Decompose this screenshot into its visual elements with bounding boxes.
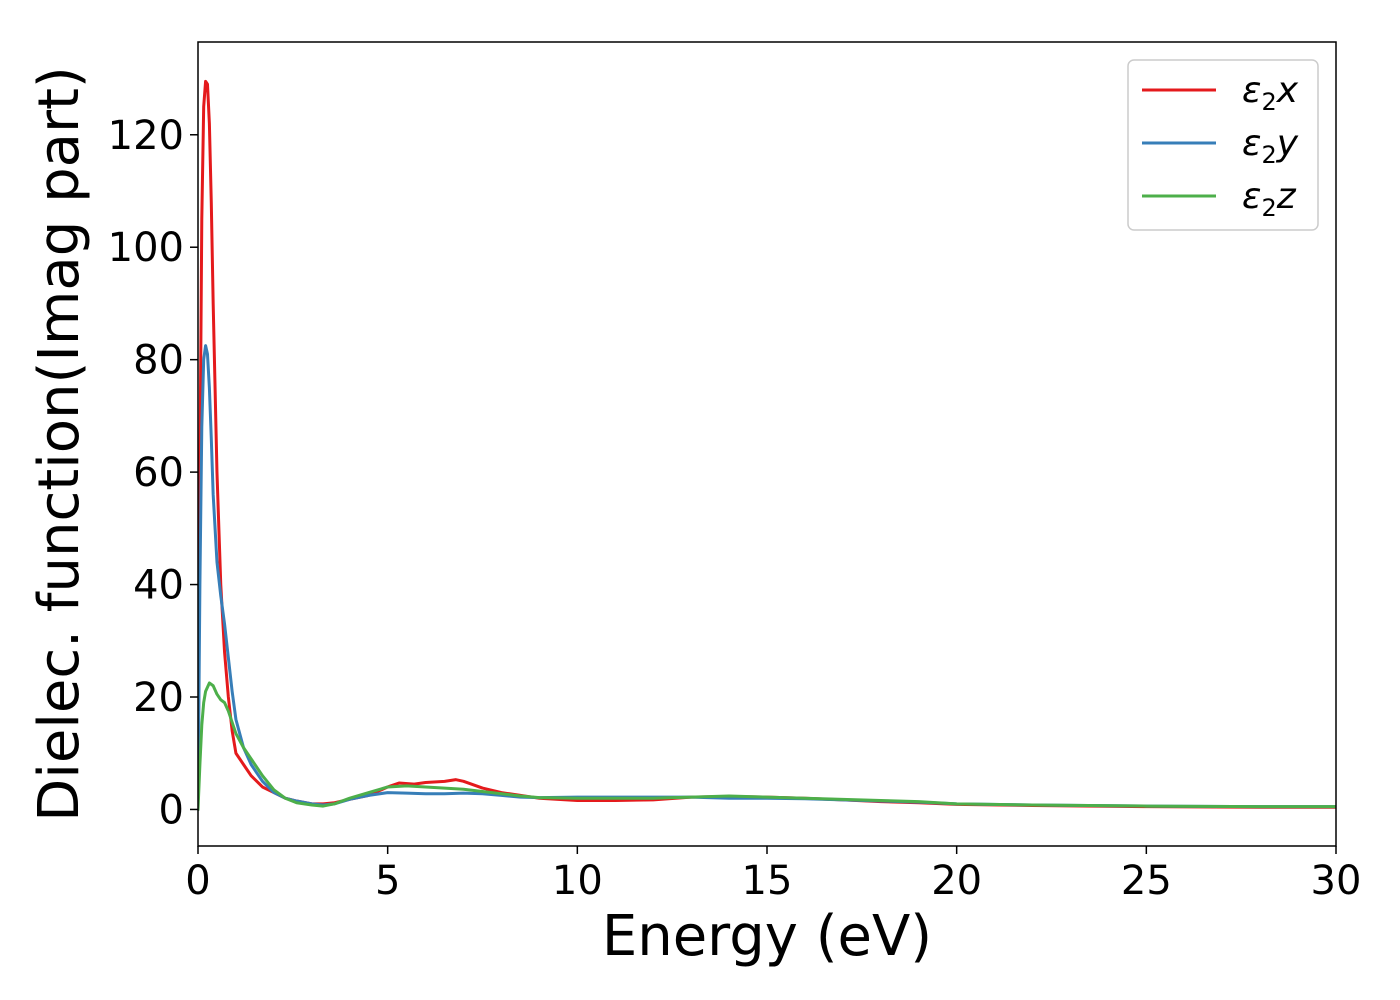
y-tick-label: 80 — [133, 338, 184, 384]
y-tick-label: 100 — [108, 225, 184, 271]
series-line-y — [198, 344, 1336, 811]
x-tick-label: 15 — [742, 858, 793, 904]
x-tick-label: 25 — [1121, 858, 1172, 904]
y-tick-label: 40 — [133, 563, 184, 609]
y-tick-label: 20 — [133, 675, 184, 721]
x-tick-label: 30 — [1311, 858, 1362, 904]
y-axis-label: Dielec. function(Imag part) — [27, 66, 92, 822]
series-line-z — [198, 681, 1336, 811]
x-tick-label: 0 — [185, 858, 210, 904]
y-tick-label: 60 — [133, 450, 184, 496]
x-tick-label: 10 — [552, 858, 603, 904]
legend-label-y: ε2y — [1242, 123, 1299, 169]
legend: ε2x ε2y ε2z — [1127, 59, 1319, 231]
legend-box — [1127, 59, 1319, 231]
x-axis-ticks: 0 5 10 15 20 25 30 — [185, 846, 1361, 904]
series-layer — [198, 79, 1336, 811]
x-tick-label: 20 — [931, 858, 982, 904]
legend-label-x: ε2x — [1242, 70, 1299, 116]
y-tick-label: 120 — [108, 113, 184, 159]
x-axis-label: Energy (eV) — [602, 904, 932, 969]
x-tick-label: 5 — [375, 858, 400, 904]
y-tick-label: 0 — [159, 787, 184, 833]
legend-label-z: ε2z — [1242, 176, 1297, 222]
y-axis-ticks: 0 20 40 60 80 100 120 — [108, 113, 198, 833]
